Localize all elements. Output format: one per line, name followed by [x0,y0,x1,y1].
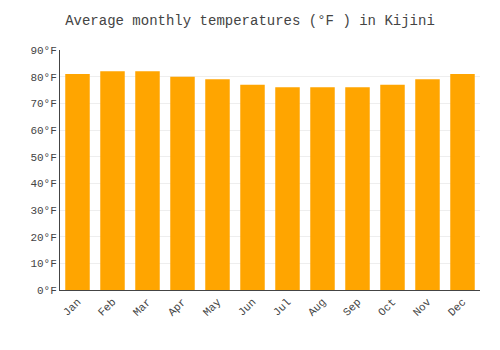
svg-text:30°F: 30°F [30,205,56,217]
svg-text:90°F: 90°F [30,45,56,57]
svg-text:0°F: 0°F [37,285,57,297]
svg-text:50°F: 50°F [30,152,56,164]
svg-text:20°F: 20°F [30,232,56,244]
svg-text:Oct: Oct [376,296,398,318]
svg-text:Sep: Sep [341,296,363,318]
svg-text:60°F: 60°F [30,125,56,137]
svg-text:Nov: Nov [411,296,434,319]
svg-text:70°F: 70°F [30,98,56,110]
svg-text:Dec: Dec [446,296,468,318]
svg-text:80°F: 80°F [30,72,56,84]
svg-text:Apr: Apr [166,296,188,318]
svg-text:May: May [201,296,224,319]
svg-text:10°F: 10°F [30,258,56,270]
svg-text:Jun: Jun [236,296,258,318]
svg-text:Feb: Feb [96,296,118,318]
svg-text:Mar: Mar [131,296,153,318]
svg-text:Jan: Jan [61,296,83,318]
svg-text:Aug: Aug [306,296,328,318]
svg-text:Average monthly temperatures (: Average monthly temperatures (°F ) in Ki… [65,13,435,29]
svg-text:40°F: 40°F [30,178,56,190]
svg-text:Jul: Jul [271,296,293,318]
